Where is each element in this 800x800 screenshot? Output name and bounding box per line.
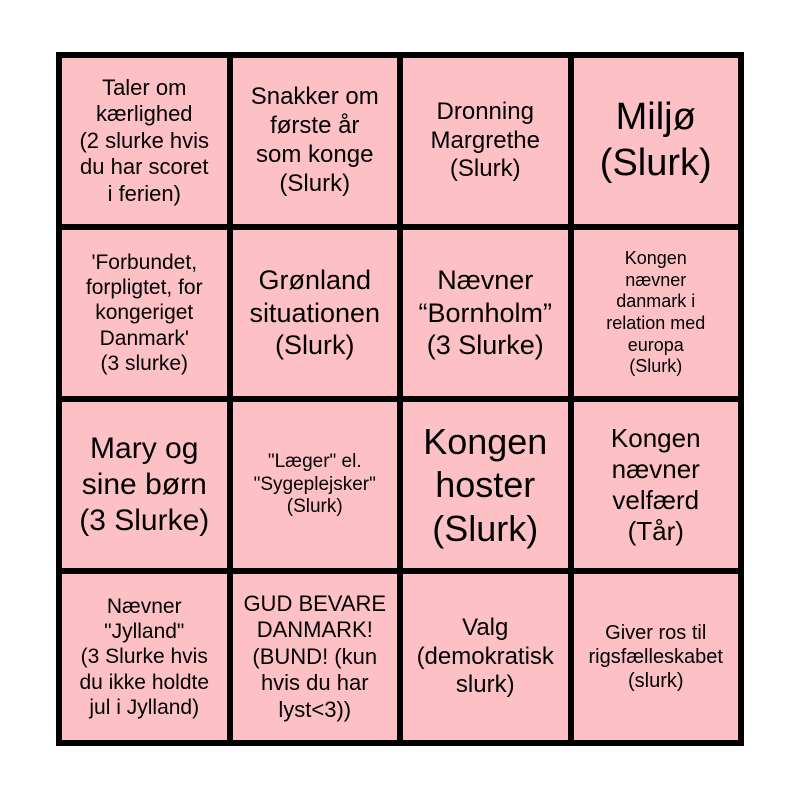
bingo-cell-r4c1[interactable]: Nævner "Jylland" (3 Slurke hvis du ikke …: [62, 574, 227, 740]
bingo-cell-r3c3[interactable]: Kongen hoster (Slurk): [403, 402, 568, 568]
bingo-cell-text: GUD BEVARE DANMARK! (BUND! (kun hvis du …: [243, 591, 387, 722]
bingo-cell-text: Kongen nævner velfærd (Tår): [610, 422, 701, 547]
bingo-cell-r4c3[interactable]: Valg (demokratisk slurk): [403, 574, 568, 740]
bingo-card: Taler om kærlighed (2 slurke hvis du har…: [56, 52, 744, 746]
bingo-cell-r1c2[interactable]: Snakker om første år som konge (Slurk): [232, 58, 397, 224]
bingo-cell-text: Grønland situationen (Slurk): [249, 265, 381, 361]
bingo-cell-r2c3[interactable]: Nævner “Bornholm” (3 Slurke): [403, 230, 568, 396]
bingo-cell-text: Mary og sine børn (3 Slurke): [79, 432, 210, 537]
bingo-cell-text: Taler om kærlighed (2 slurke hvis du har…: [79, 75, 210, 206]
bingo-cell-text: Nævner “Bornholm” (3 Slurke): [418, 265, 553, 361]
bingo-cell-r1c1[interactable]: Taler om kærlighed (2 slurke hvis du har…: [62, 58, 227, 224]
bingo-cell-r3c1[interactable]: Mary og sine børn (3 Slurke): [62, 402, 227, 568]
bingo-cell-r4c2[interactable]: GUD BEVARE DANMARK! (BUND! (kun hvis du …: [232, 574, 397, 740]
bingo-cell-text: Nævner "Jylland" (3 Slurke hvis du ikke …: [79, 595, 210, 719]
bingo-cell-r2c1[interactable]: 'Forbundet, forpligtet, for kongeriget D…: [62, 230, 227, 396]
bingo-cell-text: Giver ros til rigsfælleskabet (slurk): [588, 622, 723, 692]
bingo-cell-r2c4[interactable]: Kongen nævner danmark i relation med eur…: [573, 230, 738, 396]
bingo-cell-r1c4[interactable]: Miljø (Slurk): [573, 58, 738, 224]
bingo-cell-r3c4[interactable]: Kongen nævner velfærd (Tår): [573, 402, 738, 568]
bingo-cell-text: Kongen nævner danmark i relation med eur…: [606, 248, 706, 377]
bingo-cell-r4c4[interactable]: Giver ros til rigsfælleskabet (slurk): [573, 574, 738, 740]
bingo-cell-r1c3[interactable]: Dronning Margrethe (Slurk): [403, 58, 568, 224]
bingo-cell-text: Valg (demokratisk slurk): [416, 613, 554, 699]
bingo-cell-text: Dronning Margrethe (Slurk): [430, 97, 540, 183]
bingo-cell-text: "Læger" el. "Sygeplejsker" (Slurk): [253, 450, 376, 518]
bingo-cell-r3c2[interactable]: "Læger" el. "Sygeplejsker" (Slurk): [232, 402, 397, 568]
bingo-cell-text: Miljø (Slurk): [599, 96, 712, 184]
bingo-cell-r2c2[interactable]: Grønland situationen (Slurk): [232, 230, 397, 396]
bingo-cell-text: Snakker om første år som konge (Slurk): [250, 83, 379, 197]
bingo-cell-text: Kongen hoster (Slurk): [423, 421, 548, 549]
bingo-cell-text: 'Forbundet, forpligtet, for kongeriget D…: [85, 251, 203, 375]
